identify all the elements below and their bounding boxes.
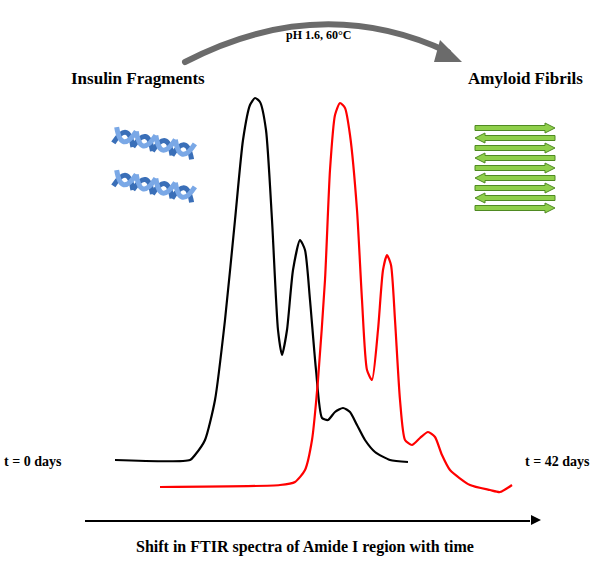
svg-text:t = 0 days: t = 0 days: [4, 454, 62, 469]
svg-text:t = 42 days: t = 42 days: [525, 454, 590, 469]
svg-text:Insulin Fragments: Insulin Fragments: [71, 69, 205, 88]
svg-text:Amyloid Fibrils: Amyloid Fibrils: [468, 69, 583, 88]
svg-text:Shift in FTIR spectra of Amide: Shift in FTIR spectra of Amide I region …: [136, 538, 474, 556]
svg-text:pH 1.6, 60°C: pH 1.6, 60°C: [286, 28, 351, 42]
